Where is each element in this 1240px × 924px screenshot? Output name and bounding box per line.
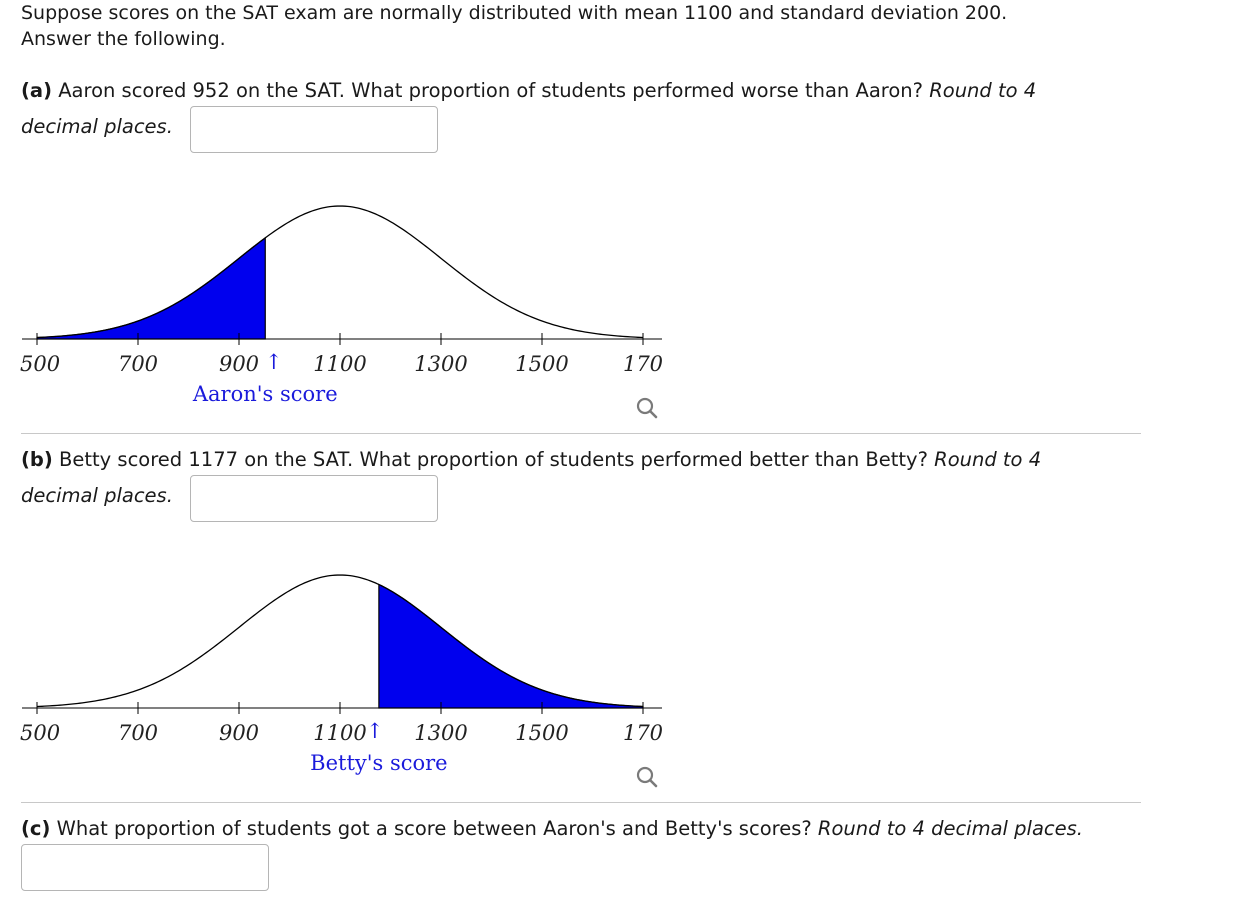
- normal-curve-graph-b: 500 700 900 1100 1300 1500 170 ↑ Betty's score: [20, 574, 663, 788]
- section-divider: [21, 802, 1141, 803]
- axis-tick-label: 700: [118, 721, 158, 745]
- normal-curve: [36, 574, 644, 708]
- magnifier-icon[interactable]: [636, 397, 658, 419]
- normal-curve-graph-a: 500 700 900 1100 1300 1500 170 ↑ Aaron's score: [20, 205, 663, 419]
- axis-tick-label: 1500: [515, 352, 568, 376]
- axis-tick-labels: 500 700 900 1100 1300 1500 170: [20, 352, 663, 376]
- answer-c-input[interactable]: [21, 844, 269, 891]
- axis-tick-label: 500: [20, 721, 60, 745]
- axis-tick-labels: 500 700 900 1100 1300 1500 170: [20, 721, 663, 745]
- axis-tick-label: 1500: [515, 721, 568, 745]
- question-c: (c) What proportion of students got a sc…: [21, 811, 1201, 847]
- question-b-hint-1: Round to 4: [934, 448, 1042, 471]
- axis-tick-label: 170: [623, 721, 663, 745]
- axis-tick-label: 700: [118, 352, 158, 376]
- axis-tick-label: 170: [623, 352, 663, 376]
- score-label: Aaron's score: [192, 382, 338, 406]
- axis-ticks: [36, 702, 644, 714]
- axis-tick-label: 1100: [313, 721, 366, 745]
- question-a-text: Aaron scored 952 on the SAT. What propor…: [58, 79, 924, 102]
- question-b-text: Betty scored 1177 on the SAT. What propo…: [59, 448, 928, 471]
- magnifier-icon[interactable]: [636, 766, 658, 788]
- question-b-tag: (b): [21, 448, 53, 471]
- section-divider: [21, 433, 1141, 434]
- normal-curve: [36, 205, 644, 339]
- shaded-region: [36, 236, 266, 340]
- answer-b-input[interactable]: [190, 475, 438, 522]
- axis-tick-label: 500: [20, 352, 60, 376]
- axis-tick-label: 1300: [414, 352, 467, 376]
- axis-tick-label: 900: [219, 352, 259, 376]
- question-a-hint-2: decimal places.: [21, 115, 173, 138]
- question-c-text: What proportion of students got a score …: [56, 817, 812, 840]
- question-b: (b) Betty scored 1177 on the SAT. What p…: [21, 442, 1201, 514]
- problem-intro: Suppose scores on the SAT exam are norma…: [21, 0, 1201, 52]
- question-c-tag: (c): [21, 817, 51, 840]
- answer-a-input[interactable]: [190, 106, 438, 153]
- question-a: (a) Aaron scored 952 on the SAT. What pr…: [21, 73, 1201, 145]
- axis-ticks: [36, 333, 644, 345]
- axis-tick-label: 1300: [414, 721, 467, 745]
- question-a-hint-1: Round to 4: [929, 79, 1037, 102]
- score-arrow: ↑: [366, 719, 384, 743]
- score-label: Betty's score: [310, 751, 447, 775]
- shaded-region: [378, 583, 644, 709]
- score-arrow: ↑: [265, 350, 283, 374]
- intro-line-1: Suppose scores on the SAT exam are norma…: [21, 2, 1008, 24]
- axis-tick-label: 900: [219, 721, 259, 745]
- question-b-hint-2: decimal places.: [21, 484, 173, 507]
- question-a-tag: (a): [21, 79, 52, 102]
- intro-line-2: Answer the following.: [21, 28, 226, 50]
- question-c-hint: Round to 4 decimal places.: [817, 817, 1083, 840]
- axis-tick-label: 1100: [313, 352, 366, 376]
